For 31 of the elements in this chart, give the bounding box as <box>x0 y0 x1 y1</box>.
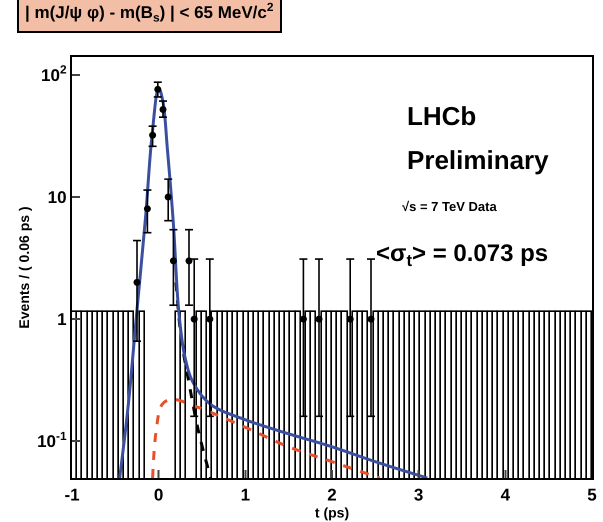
annotation: <σ$_{t}$> = 0.073 ps <box>376 240 548 270</box>
point <box>164 193 172 200</box>
x-tick-label: -1 <box>64 485 80 504</box>
x-tick-label: 4 <box>500 485 511 504</box>
point <box>144 205 151 212</box>
point <box>149 132 156 139</box>
point <box>190 316 198 323</box>
x-tick-label: 3 <box>414 485 424 504</box>
chart-title: | m(J/ψ φ) - m(B$_{s}$) | < 65 MeV/c$^{2}$ <box>25 0 274 25</box>
y-tick-label: 10$^{-1}$ <box>37 429 67 452</box>
x-axis-title: t (ps) <box>314 504 350 520</box>
x-tick-label: 5 <box>587 485 597 504</box>
annotation: LHCb <box>407 101 476 131</box>
x-tick-label: 2 <box>327 485 337 504</box>
point <box>154 86 162 93</box>
point <box>316 316 322 323</box>
y-tick-label: 10 <box>48 188 67 207</box>
point <box>206 316 214 323</box>
point <box>170 257 177 264</box>
annotation: Preliminary <box>407 145 550 175</box>
annotation: √s = 7 TeV Data <box>402 199 498 214</box>
x-tick-label: 1 <box>240 485 250 504</box>
y-tick-label: 10$^{2}$ <box>41 62 67 85</box>
line-series <box>151 398 382 478</box>
y-axis-title: Events / ( 0.06 ps ) <box>16 206 32 329</box>
point <box>186 257 192 264</box>
x-tick-label: 0 <box>154 485 164 504</box>
point <box>368 316 374 323</box>
point <box>160 106 166 114</box>
point <box>134 278 140 286</box>
y-tick-label: 1 <box>57 310 67 330</box>
